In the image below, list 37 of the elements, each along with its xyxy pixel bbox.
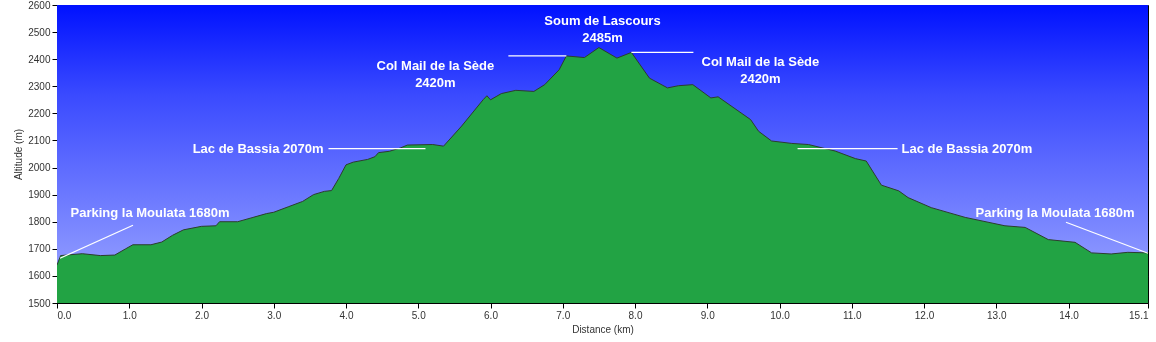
annotation: Lac de Bassia 2070m xyxy=(901,140,1033,156)
x-tick-label: 14.0 xyxy=(1059,309,1080,321)
annotation: Col Mail de la Sède 2420m xyxy=(701,54,820,87)
y-tick-label: 2600 xyxy=(28,0,51,11)
x-tick-label: 8.0 xyxy=(628,309,643,321)
annotation: Lac de Bassia 2070m xyxy=(192,140,324,156)
x-tick-label: 0.0 xyxy=(57,309,72,321)
x-tick-label: 2.0 xyxy=(195,309,210,321)
x-axis-title: Distance (km) xyxy=(572,323,634,335)
x-tick-label: 7.0 xyxy=(556,309,571,321)
x-tick-label: 10.0 xyxy=(770,309,791,321)
annotation: Col Mail de la Sède 2420m xyxy=(376,57,495,90)
annotation: Parking la Moulata 1680m xyxy=(70,205,230,221)
x-tick-label: 9.0 xyxy=(700,309,716,321)
y-tick-label: 1600 xyxy=(28,270,51,282)
x-tick-label: 15.1 xyxy=(1129,309,1149,321)
x-tick-label: 11.0 xyxy=(842,309,863,321)
x-tick-label: 13.0 xyxy=(987,309,1007,321)
x-tick-label: 12.0 xyxy=(914,309,935,321)
y-tick-label: 2300 xyxy=(28,80,51,92)
x-tick-label: 5.0 xyxy=(411,309,427,321)
y-tick-label: 1500 xyxy=(28,297,51,309)
x-tick-label: 1.0 xyxy=(122,309,138,321)
x-tick-label: 6.0 xyxy=(484,309,499,321)
y-axis-title: Altitude (m) xyxy=(13,128,25,181)
annotation: Parking la Moulata 1680m xyxy=(975,205,1135,221)
y-tick-label: 1700 xyxy=(28,243,51,255)
y-tick-label: 2500 xyxy=(28,26,51,38)
annotation: Soum de Lascours 2485m xyxy=(544,13,661,45)
y-tick-label: 1800 xyxy=(28,216,51,228)
y-tick-label: 2000 xyxy=(28,162,51,174)
y-tick-label: 2200 xyxy=(28,107,51,119)
x-tick-label: 3.0 xyxy=(267,309,282,321)
y-tick-label: 2100 xyxy=(28,134,51,146)
x-tick-label: 4.0 xyxy=(339,309,354,321)
y-tick-label: 1900 xyxy=(28,189,51,201)
y-tick-label: 2400 xyxy=(28,53,51,65)
